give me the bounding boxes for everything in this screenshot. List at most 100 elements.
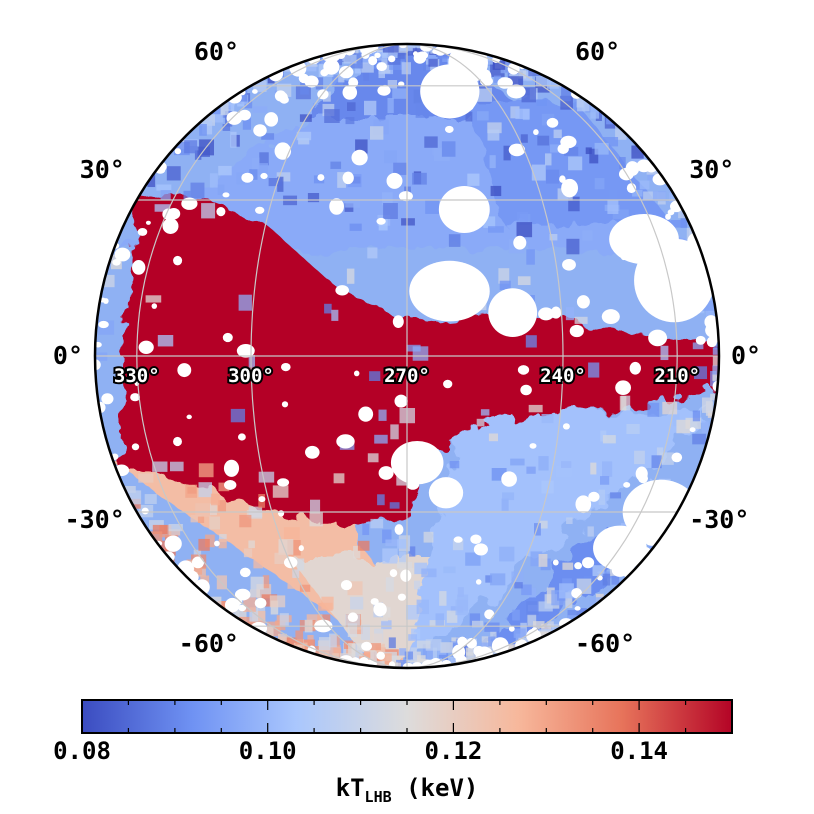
masked-region bbox=[347, 612, 358, 622]
colorbar-title-main: kT bbox=[336, 774, 365, 802]
map-cell bbox=[546, 169, 560, 184]
map-cell bbox=[615, 124, 627, 140]
map-cell bbox=[594, 142, 609, 155]
map-cell bbox=[527, 614, 537, 626]
map-cell bbox=[592, 565, 605, 577]
map-cell bbox=[296, 131, 312, 141]
map-cell bbox=[710, 393, 719, 401]
map-cell bbox=[488, 433, 498, 442]
masked-region bbox=[559, 175, 566, 183]
masked-region bbox=[381, 84, 389, 92]
masked-region bbox=[507, 62, 520, 75]
colorbar-title: kTLHB (keV) bbox=[336, 774, 479, 806]
map-cell bbox=[539, 520, 548, 529]
map-cell bbox=[121, 486, 136, 493]
map-cell bbox=[197, 146, 210, 157]
map-cell bbox=[678, 209, 687, 219]
masked-region bbox=[173, 436, 182, 447]
masked-region bbox=[508, 625, 515, 632]
map-cell bbox=[370, 651, 377, 665]
map-cell bbox=[553, 129, 562, 139]
map-cell bbox=[321, 596, 334, 610]
map-cell bbox=[502, 492, 515, 501]
map-cell bbox=[363, 72, 370, 81]
map-cell bbox=[199, 113, 215, 126]
map-cell bbox=[466, 652, 483, 661]
map-cell bbox=[184, 140, 198, 154]
map-cell bbox=[387, 98, 394, 114]
map-cell bbox=[382, 529, 392, 544]
map-cell bbox=[549, 234, 558, 241]
masked-region bbox=[473, 543, 488, 556]
map-cell bbox=[435, 613, 445, 626]
masked-region bbox=[258, 496, 266, 503]
map-cell bbox=[259, 152, 269, 166]
map-cell bbox=[390, 424, 399, 440]
masked-region bbox=[615, 380, 631, 396]
map-cell bbox=[347, 623, 358, 638]
colorbar-tick-label: 0.14 bbox=[610, 737, 668, 765]
map-cell bbox=[476, 79, 487, 89]
map-cell bbox=[209, 516, 221, 530]
map-cell bbox=[381, 620, 392, 630]
masked-region bbox=[501, 471, 517, 487]
map-cell bbox=[480, 409, 490, 416]
masked-region bbox=[575, 495, 592, 514]
map-cell bbox=[201, 203, 216, 219]
masked-region bbox=[538, 307, 554, 321]
map-cell bbox=[603, 137, 619, 147]
masked-region bbox=[394, 394, 408, 408]
map-cell bbox=[145, 295, 162, 303]
masked-region bbox=[342, 85, 358, 100]
map-cell bbox=[307, 193, 320, 203]
masked-region bbox=[361, 641, 373, 651]
masked-region bbox=[338, 65, 354, 79]
map-cell bbox=[416, 640, 431, 649]
map-cell bbox=[526, 249, 535, 265]
masked-region bbox=[253, 124, 267, 137]
masked-region bbox=[368, 55, 378, 66]
map-cell bbox=[498, 268, 510, 284]
masked-region bbox=[191, 556, 205, 569]
map-cell bbox=[489, 155, 496, 169]
map-cell bbox=[310, 499, 321, 514]
map-cell bbox=[547, 621, 554, 628]
map-cell bbox=[217, 184, 225, 196]
map-cell bbox=[250, 576, 264, 590]
map-cell bbox=[608, 190, 618, 203]
masked-region bbox=[274, 142, 292, 160]
map-cell bbox=[253, 560, 263, 569]
map-cell bbox=[315, 77, 324, 90]
map-cell bbox=[351, 643, 363, 657]
map-cell bbox=[357, 540, 370, 551]
map-cell bbox=[602, 435, 616, 444]
temperature-region bbox=[407, 410, 715, 668]
masked-region bbox=[705, 322, 719, 339]
map-cell bbox=[198, 463, 214, 478]
map-cell bbox=[619, 157, 626, 170]
map-cell bbox=[530, 551, 543, 567]
map-cell bbox=[712, 348, 719, 355]
map-cell bbox=[516, 222, 533, 238]
map-cell bbox=[469, 613, 481, 627]
map-cell bbox=[499, 546, 515, 562]
masked-region bbox=[164, 535, 182, 552]
masked-region bbox=[358, 406, 374, 422]
map-cell bbox=[332, 75, 344, 88]
masked-region bbox=[636, 159, 652, 173]
map-cell bbox=[503, 145, 511, 161]
map-cell bbox=[564, 146, 579, 156]
map-cell bbox=[522, 70, 533, 81]
map-cell bbox=[152, 524, 168, 535]
map-cell bbox=[347, 102, 356, 112]
map-cell bbox=[561, 461, 572, 468]
map-cell bbox=[541, 623, 552, 635]
map-cell bbox=[485, 575, 493, 583]
masked-region bbox=[520, 384, 532, 396]
map-cell bbox=[399, 648, 407, 656]
map-cell bbox=[565, 592, 573, 609]
masked-region bbox=[181, 197, 198, 210]
map-cell bbox=[441, 141, 456, 157]
latitude-label-left: 0° bbox=[53, 341, 83, 370]
map-cell bbox=[147, 174, 156, 188]
